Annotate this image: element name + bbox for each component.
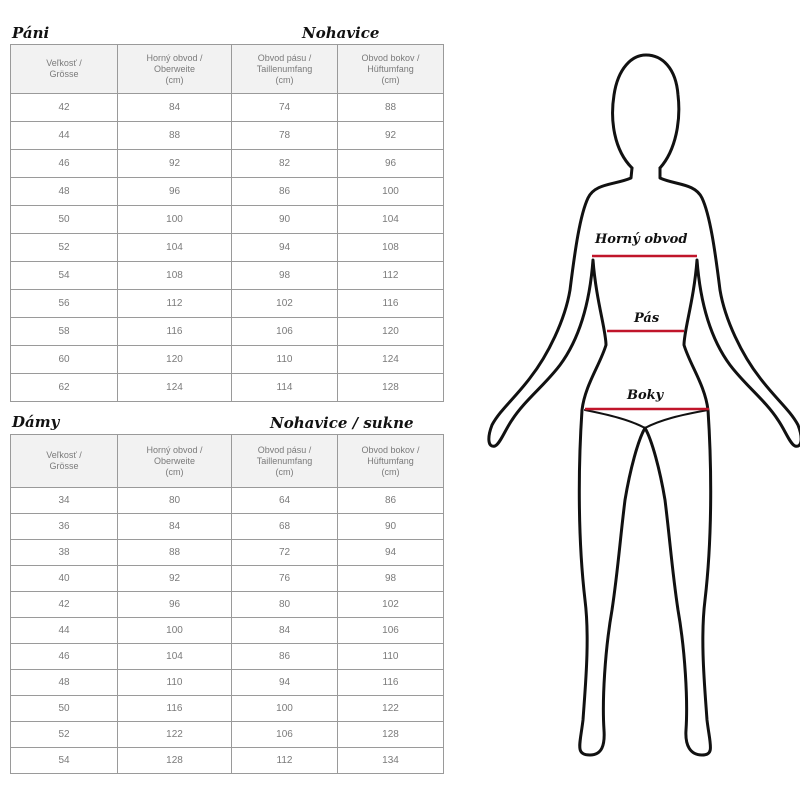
table-cell: 102 — [337, 591, 444, 618]
men-size-table: Veľkosť / Grösse Horný obvod / Oberweite … — [10, 44, 444, 402]
table-cell: 60 — [10, 345, 118, 374]
table-cell: 124 — [117, 373, 232, 402]
head-outline — [611, 53, 681, 170]
table-row: 42 96 80 102 — [10, 591, 444, 618]
table-cell: 116 — [117, 317, 232, 346]
table-cell: 110 — [337, 643, 444, 670]
women-subtitle: Nohavice / sukne — [270, 414, 414, 432]
table-row: 44 88 78 92 — [10, 121, 444, 150]
column-header: Horný obvod / Oberweite (cm) — [117, 434, 232, 488]
table-cell: 84 — [117, 93, 232, 122]
table-cell: 78 — [231, 121, 338, 150]
table-cell: 64 — [231, 487, 338, 514]
table-cell: 76 — [231, 565, 338, 592]
men-subtitle: Nohavice — [302, 24, 380, 42]
table-cell: 92 — [117, 149, 232, 178]
table-row: 44 100 84 106 — [10, 617, 444, 644]
measure-lines — [585, 254, 709, 411]
table-cell: 120 — [337, 317, 444, 346]
waist-label: Pás — [634, 311, 660, 326]
women-title: Dámy — [12, 413, 60, 431]
table-cell: 86 — [231, 177, 338, 206]
table-header-row: Veľkosť / Grösse Horný obvod / Oberweite … — [10, 44, 444, 94]
table-cell: 116 — [117, 695, 232, 722]
table-row: 42 84 74 88 — [10, 93, 444, 122]
table-row: 48 110 94 116 — [10, 669, 444, 696]
table-cell: 74 — [231, 93, 338, 122]
table-row: 54 128 112 134 — [10, 747, 444, 774]
table-cell: 116 — [337, 669, 444, 696]
column-header: Veľkosť / Grösse — [10, 44, 118, 94]
table-row: 40 92 76 98 — [10, 565, 444, 592]
table-row: 38 88 72 94 — [10, 539, 444, 566]
table-cell: 36 — [10, 513, 118, 540]
table-row: 56 112 102 116 — [10, 289, 444, 318]
table-cell: 58 — [10, 317, 118, 346]
table-cell: 50 — [10, 205, 118, 234]
table-row: 50 116 100 122 — [10, 695, 444, 722]
table-cell: 134 — [337, 747, 444, 774]
table-row: 62 124 114 128 — [10, 373, 444, 402]
table-cell: 114 — [231, 373, 338, 402]
table-cell: 94 — [337, 539, 444, 566]
table-cell: 88 — [117, 121, 232, 150]
table-row: 54 108 98 112 — [10, 261, 444, 290]
men-title: Páni — [12, 24, 50, 42]
table-cell: 128 — [117, 747, 232, 774]
column-header: Horný obvod / Oberweite (cm) — [117, 44, 232, 94]
table-cell: 44 — [10, 617, 118, 644]
table-cell: 100 — [117, 617, 232, 644]
table-cell: 108 — [337, 233, 444, 262]
hips-label: Boky — [627, 388, 664, 403]
table-cell: 92 — [117, 565, 232, 592]
table-cell: 104 — [337, 205, 444, 234]
table-row: 46 92 82 96 — [10, 149, 444, 178]
table-cell: 42 — [10, 591, 118, 618]
table-cell: 108 — [117, 261, 232, 290]
table-row: 48 96 86 100 — [10, 177, 444, 206]
table-cell: 110 — [117, 669, 232, 696]
table-cell: 34 — [10, 487, 118, 514]
women-size-table: Veľkosť / Grösse Horný obvod / Oberweite … — [10, 434, 444, 774]
table-cell: 82 — [231, 149, 338, 178]
column-header: Obvod pásu / Taillenumfang (cm) — [231, 434, 338, 488]
table-cell: 120 — [117, 345, 232, 374]
table-cell: 98 — [337, 565, 444, 592]
table-row: 34 80 64 86 — [10, 487, 444, 514]
briefs-outline — [584, 409, 709, 429]
table-row: 58 116 106 120 — [10, 317, 444, 346]
table-row: 36 84 68 90 — [10, 513, 444, 540]
table-cell: 112 — [117, 289, 232, 318]
table-cell: 44 — [10, 121, 118, 150]
table-cell: 128 — [337, 721, 444, 748]
table-cell: 84 — [231, 617, 338, 644]
table-cell: 128 — [337, 373, 444, 402]
chest-label: Horný obvod — [595, 232, 688, 247]
table-cell: 90 — [337, 513, 444, 540]
column-header: Obvod bokov / Hüftumfang (cm) — [337, 44, 444, 94]
table-cell: 38 — [10, 539, 118, 566]
table-cell: 80 — [117, 487, 232, 514]
table-cell: 54 — [10, 747, 118, 774]
table-cell: 102 — [231, 289, 338, 318]
